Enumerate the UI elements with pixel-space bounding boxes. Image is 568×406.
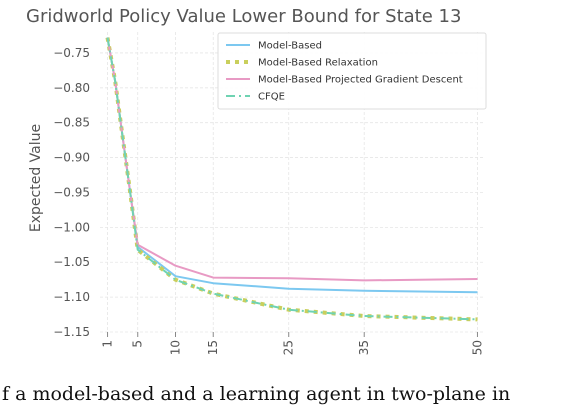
y-axis-label: Expected Value [28, 124, 44, 232]
y-tick-label: −1.10 [53, 290, 90, 304]
y-tick-label: −0.80 [53, 81, 90, 95]
y-tick-label: −0.75 [53, 46, 90, 60]
series-lines [105, 37, 478, 322]
x-tick-label: 1 [101, 340, 115, 348]
legend-entry: CFQE [258, 92, 285, 103]
line-chart: Gridworld Policy Value Lower Bound for S… [26, 6, 487, 355]
x-tick-label: 25 [282, 340, 296, 355]
x-tick-label: 35 [357, 340, 371, 355]
legend-entry: Model-Based [258, 41, 322, 52]
legend-box [217, 32, 487, 110]
x-tick-label: 15 [206, 340, 220, 355]
figure-caption-fragment: f a model-based and a learning agent in … [2, 383, 511, 405]
legend-entry: Model-Based Projected Gradient Descent [258, 75, 463, 86]
x-tick-label: 10 [168, 340, 182, 355]
series-line-3 [106, 37, 478, 282]
x-tick-label: 50 [470, 340, 484, 355]
legend-entry: Model-Based Relaxation [258, 58, 378, 69]
axes: −0.75 −0.80 −0.85 −0.90 −0.95 −1.00 −1.05 −1.10… [53, 46, 484, 355]
y-tick-label: −1.15 [53, 325, 90, 339]
x-tick-label: 5 [131, 340, 145, 348]
legend: Model-Based Model-Based Relaxation Model-B… [217, 32, 487, 110]
y-tick-label: −0.95 [53, 185, 90, 199]
y-tick-label: −1.00 [53, 220, 90, 234]
y-tick-label: −1.05 [53, 255, 90, 269]
y-tick-label: −0.85 [53, 116, 90, 130]
chart-title: Gridworld Policy Value Lower Bound for S… [26, 6, 461, 27]
y-tick-label: −0.90 [53, 151, 90, 165]
